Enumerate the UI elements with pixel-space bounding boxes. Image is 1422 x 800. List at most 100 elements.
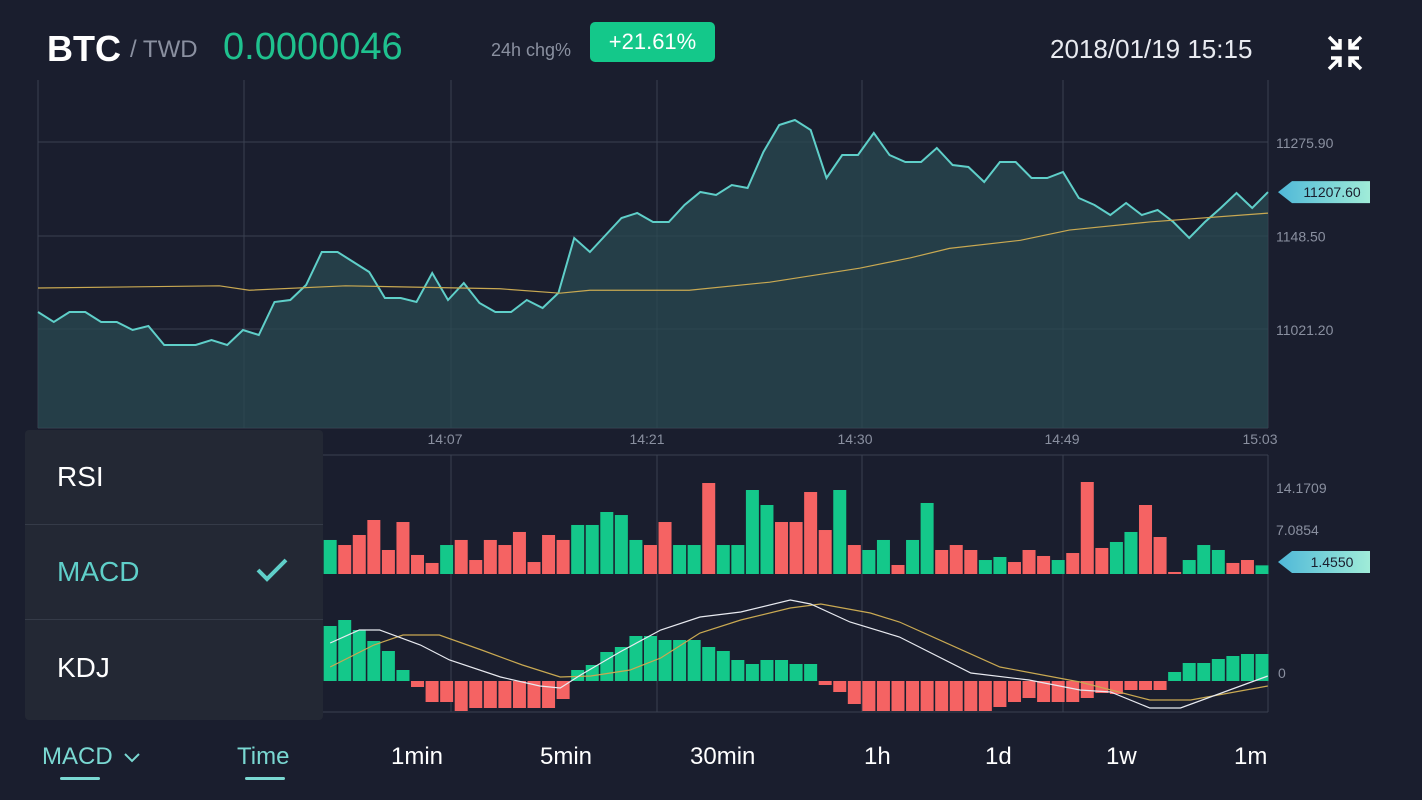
menu-item-label: MACD bbox=[57, 556, 140, 587]
indicator-dropdown[interactable]: MACD bbox=[42, 743, 141, 771]
volume-bar bbox=[1066, 553, 1080, 574]
volume-bar bbox=[542, 534, 556, 574]
volume-bar bbox=[1022, 549, 1036, 574]
macd-histogram-bar bbox=[847, 681, 861, 704]
volume-bar bbox=[1051, 560, 1065, 574]
volume-bar bbox=[1197, 545, 1211, 574]
macd-histogram-bar bbox=[512, 681, 526, 708]
macd-histogram-bar bbox=[454, 681, 468, 711]
volume-bar bbox=[1226, 562, 1240, 574]
volume-bar bbox=[411, 554, 425, 574]
volume-bar bbox=[585, 524, 599, 574]
tab-time[interactable]: Time bbox=[237, 743, 290, 770]
y-tick-label: 7.0854 bbox=[1276, 522, 1319, 538]
checkmark-icon bbox=[256, 558, 288, 582]
price-area bbox=[38, 120, 1268, 428]
volume-bar bbox=[498, 545, 512, 574]
volume-bar bbox=[687, 545, 701, 574]
volume-bar bbox=[1095, 547, 1109, 574]
volume-bar bbox=[716, 545, 730, 574]
macd-histogram-bar bbox=[760, 660, 774, 681]
quote-currency: / TWD bbox=[130, 36, 198, 63]
macd-histogram-bar bbox=[527, 681, 541, 708]
menu-item-label: RSI bbox=[57, 461, 104, 492]
macd-histogram-bar bbox=[964, 681, 978, 711]
volume-bar bbox=[775, 522, 789, 574]
menu-item-macd[interactable]: MACD bbox=[25, 525, 323, 620]
collapse-arrows-icon bbox=[1327, 35, 1363, 71]
volume-bar bbox=[935, 549, 949, 574]
macd-histogram-bar bbox=[935, 681, 949, 711]
last-price: 0.0000046 bbox=[223, 26, 403, 68]
volume-bar bbox=[396, 522, 410, 574]
macd-histogram-bar bbox=[323, 626, 337, 681]
chart-area[interactable]: 11275.90 1148.50 11021.20 14:07 14:21 14:30 14… bbox=[0, 0, 1422, 735]
volume-bar bbox=[1007, 562, 1021, 574]
tab-1min[interactable]: 1min bbox=[391, 743, 444, 770]
macd-histogram-bar bbox=[804, 664, 818, 681]
macd-histogram-bar bbox=[425, 681, 439, 702]
macd-histogram-bar bbox=[1139, 681, 1153, 690]
macd-histogram-bar bbox=[775, 660, 789, 681]
interval-bar: MACD Time 1min 5min 30min 1h 1d 1w 1m bbox=[0, 735, 1422, 785]
macd-histogram-bar bbox=[906, 681, 920, 711]
macd-histogram-bar bbox=[396, 670, 410, 681]
volume-bar bbox=[920, 502, 934, 574]
chevron-down-icon bbox=[124, 753, 141, 763]
macd-histogram-bar bbox=[716, 651, 730, 681]
tab-30min[interactable]: 30min bbox=[690, 743, 756, 770]
macd-histogram-bar bbox=[483, 681, 497, 708]
tab-5min[interactable]: 5min bbox=[540, 743, 593, 770]
volume-bar bbox=[1139, 505, 1153, 574]
dea-line bbox=[329, 603, 1268, 701]
macd-histogram-bar bbox=[862, 681, 876, 711]
macd-histogram-bar bbox=[1153, 681, 1167, 690]
volume-bar bbox=[1255, 565, 1269, 574]
collapse-fullscreen-button[interactable] bbox=[1326, 34, 1364, 72]
macd-histogram-bar bbox=[818, 681, 832, 685]
volume-bar bbox=[789, 522, 803, 574]
macd-histogram-bar bbox=[1197, 663, 1211, 681]
volume-bar bbox=[381, 549, 395, 574]
macd-histogram-bar bbox=[1007, 681, 1021, 702]
macd-histogram-bar bbox=[469, 681, 483, 708]
current-price-tag: 11207.60 bbox=[1278, 181, 1370, 204]
indicator-menu: RSI MACD KDJ bbox=[25, 430, 323, 720]
macd-histogram-bar bbox=[1226, 656, 1240, 681]
volume-bar bbox=[876, 539, 890, 574]
macd-histogram-bar bbox=[1051, 681, 1065, 702]
indicator-underline bbox=[60, 777, 100, 780]
volume-bar bbox=[367, 519, 381, 574]
macd-histogram-bar bbox=[1066, 681, 1080, 702]
dif-line bbox=[329, 599, 1269, 709]
macd-histogram-bar bbox=[993, 681, 1007, 707]
y-tick-label: 11021.20 bbox=[1276, 322, 1334, 338]
x-tick-label: 14:49 bbox=[1044, 431, 1079, 447]
menu-item-kdj[interactable]: KDJ bbox=[25, 620, 323, 715]
tab-1m[interactable]: 1m bbox=[1234, 743, 1268, 770]
macd-histogram-bar bbox=[1037, 681, 1051, 702]
ma-line bbox=[37, 212, 1269, 294]
volume-bar bbox=[906, 539, 920, 574]
volume-bar bbox=[1168, 571, 1182, 574]
x-tick-label: 14:21 bbox=[629, 431, 664, 447]
tab-1w[interactable]: 1w bbox=[1106, 743, 1137, 770]
symbol: BTC bbox=[47, 28, 121, 69]
menu-item-rsi[interactable]: RSI bbox=[25, 430, 323, 525]
volume-bar bbox=[352, 534, 366, 574]
macd-histogram-bar bbox=[1182, 663, 1196, 681]
volume-bar bbox=[1109, 541, 1123, 574]
volume-bar bbox=[440, 545, 454, 574]
tab-1d[interactable]: 1d bbox=[985, 743, 1012, 770]
tab-1h[interactable]: 1h bbox=[864, 743, 891, 770]
macd-histogram-bar bbox=[891, 681, 905, 711]
volume-bar bbox=[964, 549, 978, 574]
macd-histogram-bar bbox=[949, 681, 963, 711]
macd-histogram-bar bbox=[745, 664, 759, 681]
x-tick-label: 15:03 bbox=[1242, 431, 1277, 447]
volume-bar bbox=[804, 492, 818, 574]
y-tick-label: 14.1709 bbox=[1276, 480, 1327, 496]
volume-bar bbox=[818, 530, 832, 574]
macd-histogram-bar bbox=[1211, 659, 1225, 681]
volume-bar bbox=[1153, 537, 1167, 574]
